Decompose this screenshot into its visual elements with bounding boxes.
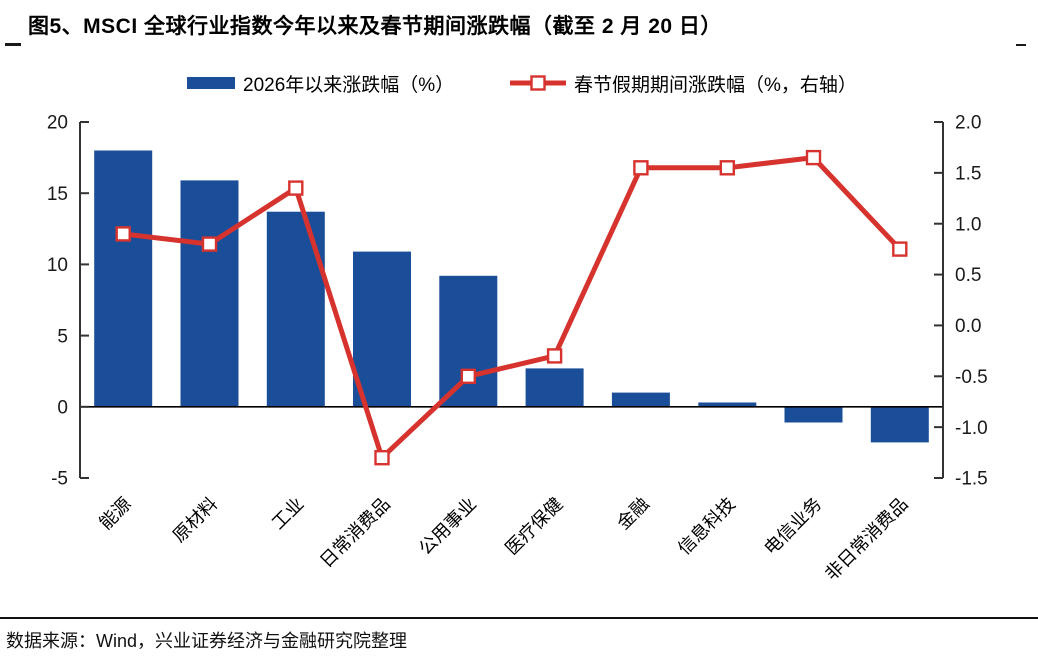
border-dash-right <box>1016 44 1026 46</box>
category-label: 公用事业 <box>415 494 480 559</box>
category-label: 电信业务 <box>760 494 825 559</box>
left-axis-tick-label: 0 <box>57 397 68 418</box>
bar <box>353 251 411 407</box>
category-label: 能源 <box>95 494 135 534</box>
bar <box>525 368 584 407</box>
category-label: 工业 <box>268 494 308 534</box>
bar <box>784 406 843 423</box>
left-axis-tick-label: -5 <box>51 469 68 490</box>
right-axis-tick-label: -0.5 <box>955 367 988 388</box>
data-source-note: 数据来源：Wind，兴业证券经济与金融研究院整理 <box>6 631 408 651</box>
legend-item-line: 春节假期期间涨跌幅（%，右轴） <box>510 69 857 97</box>
bar <box>439 275 498 407</box>
bar <box>698 402 757 407</box>
right-axis-tick-label: 0.0 <box>955 316 981 337</box>
line-marker <box>115 226 131 242</box>
bar-legend-swatch-icon <box>187 77 235 89</box>
line-marker <box>546 348 563 364</box>
right-axis-tick-label: 1.5 <box>955 164 981 185</box>
line-legend-marker-icon <box>510 75 566 91</box>
category-label: 非日常消费品 <box>821 494 912 585</box>
legend-item-bar: 2026年以来涨跌幅（%） <box>187 69 454 97</box>
bar <box>870 406 929 443</box>
line-marker <box>633 160 649 176</box>
line-marker <box>805 149 822 166</box>
line-marker <box>374 450 390 466</box>
line-series <box>120 155 903 461</box>
bar <box>266 211 325 407</box>
category-label: 金融 <box>613 494 653 534</box>
left-axis-tick-label: 15 <box>47 184 68 205</box>
right-axis-tick-label: -1.0 <box>955 418 988 439</box>
bar-legend-label: 2026年以来涨跌幅（%） <box>243 74 455 96</box>
category-label: 原材料 <box>169 494 221 546</box>
left-axis-tick-label: 20 <box>47 113 68 134</box>
right-axis-tick-label: -1.5 <box>955 469 988 490</box>
line-marker <box>892 241 908 257</box>
category-label: 医疗保健 <box>501 494 566 559</box>
right-axis-tick-label: 1.0 <box>955 214 981 235</box>
category-label: 日常消费品 <box>316 494 394 572</box>
left-axis-tick-label: 5 <box>57 326 68 347</box>
right-axis-tick-label: 0.5 <box>955 265 981 286</box>
bar <box>94 150 153 407</box>
line-marker <box>719 160 735 176</box>
border-dash-left <box>5 43 21 46</box>
left-axis-tick-label: 10 <box>47 255 68 276</box>
line-marker <box>460 368 476 384</box>
bar <box>180 180 239 407</box>
footer-rule <box>0 617 1038 619</box>
right-axis-tick-label: 2.0 <box>955 113 981 134</box>
category-label: 信息科技 <box>674 494 739 559</box>
line-marker <box>201 236 218 252</box>
line-marker <box>288 180 304 196</box>
figure-title: 图5、MSCI 全球行业指数今年以来及春节期间涨跌幅（截至 2 月 20 日） <box>28 15 722 38</box>
line-legend-label: 春节假期期间涨跌幅（%，右轴） <box>574 74 857 96</box>
bar <box>611 392 670 407</box>
